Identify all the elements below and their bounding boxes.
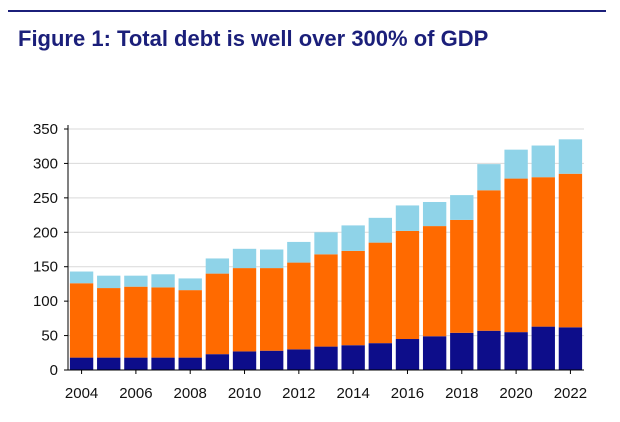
bar-2015-series-1 [368, 343, 392, 370]
top-rule [8, 10, 606, 12]
bar-2022-series-2 [558, 173, 583, 328]
x-tick-label: 2022 [554, 385, 587, 402]
y-tick-label: 50 [41, 328, 58, 345]
y-tick-labels: 0 50 100 150 200 250 300 350 [33, 121, 58, 379]
bar-2019-series-3 [477, 164, 501, 191]
bar-2007-series-2 [151, 287, 175, 358]
bar-2015-series-3 [368, 217, 392, 243]
x-tick-label: 2014 [336, 385, 369, 402]
bar-2004-series-1 [69, 357, 94, 370]
bar-2007-series-3 [151, 274, 175, 288]
bar-2021-series-3 [531, 145, 555, 178]
x-tick-label: 2006 [119, 385, 152, 402]
axes [64, 125, 584, 374]
y-tick-label: 300 [33, 155, 58, 172]
y-tick-label: 200 [33, 224, 58, 241]
bar-2015-series-2 [368, 242, 392, 344]
x-tick-label: 2020 [499, 385, 532, 402]
x-tick-label: 2010 [228, 385, 261, 402]
bar-2021-series-1 [531, 326, 555, 370]
bar-2013-series-3 [314, 232, 338, 255]
bar-2013-series-1 [314, 346, 338, 370]
x-tick-label: 2004 [65, 385, 98, 402]
bar-2009-series-3 [205, 258, 230, 274]
bar-2014-series-1 [341, 345, 365, 370]
bar-2018-series-2 [450, 219, 474, 333]
bar-2005-series-3 [97, 275, 121, 289]
bar-2014-series-3 [341, 225, 365, 251]
y-tick-label: 100 [33, 293, 58, 310]
bar-2011-series-1 [260, 350, 284, 370]
bar-2020-series-3 [504, 149, 528, 179]
bar-2009-series-1 [205, 354, 230, 370]
bar-2007-series-1 [151, 357, 175, 370]
y-tick-label: 0 [50, 362, 58, 379]
bar-2004-series-2 [69, 283, 94, 358]
bar-2017-series-1 [422, 336, 447, 370]
bar-2011-series-2 [260, 268, 284, 351]
bar-2010-series-3 [232, 248, 257, 269]
x-tick-label: 2012 [282, 385, 315, 402]
bar-2019-series-1 [477, 330, 501, 370]
bars [69, 139, 583, 370]
bar-2018-series-3 [450, 195, 474, 220]
bar-2005-series-1 [97, 357, 121, 370]
y-tick-label: 350 [33, 121, 58, 138]
bar-2005-series-2 [97, 288, 121, 358]
bar-2017-series-2 [422, 226, 447, 337]
bar-2014-series-2 [341, 250, 365, 346]
bar-2010-series-2 [232, 268, 257, 352]
bar-2020-series-1 [504, 332, 528, 370]
bar-2008-series-2 [178, 290, 202, 358]
bar-2018-series-1 [450, 332, 474, 370]
y-tick-label: 150 [33, 259, 58, 276]
bar-2022-series-1 [558, 327, 583, 370]
bar-2010-series-1 [232, 351, 257, 370]
bar-2006-series-1 [124, 357, 148, 370]
bar-2011-series-3 [260, 249, 284, 269]
bar-2016-series-1 [395, 339, 420, 370]
bar-2016-series-2 [395, 230, 420, 340]
x-tick-label: 2018 [445, 385, 478, 402]
bar-2012-series-3 [287, 241, 311, 263]
y-tick-label: 250 [33, 190, 58, 207]
bar-2012-series-1 [287, 349, 311, 370]
x-tick-label: 2008 [174, 385, 207, 402]
bar-2009-series-2 [205, 273, 230, 355]
bar-2020-series-2 [504, 178, 528, 333]
bar-2019-series-2 [477, 190, 501, 331]
bar-2012-series-2 [287, 262, 311, 350]
x-tick-label: 2016 [391, 385, 424, 402]
bar-2017-series-3 [422, 201, 447, 227]
bar-2013-series-2 [314, 254, 338, 347]
bar-2008-series-3 [178, 278, 202, 291]
x-tick-labels: 2004 2006 2008 2010 2012 2014 2016 2018 2020 2022 [65, 385, 587, 402]
bar-2006-series-3 [124, 275, 148, 287]
bar-2021-series-2 [531, 177, 555, 327]
chart-title: Figure 1: Total debt is well over 300% o… [18, 26, 489, 51]
bar-2022-series-3 [558, 139, 583, 174]
bar-2008-series-1 [178, 357, 202, 370]
bar-2006-series-2 [124, 286, 148, 358]
bar-2016-series-3 [395, 205, 420, 231]
bar-2004-series-3 [69, 271, 94, 284]
